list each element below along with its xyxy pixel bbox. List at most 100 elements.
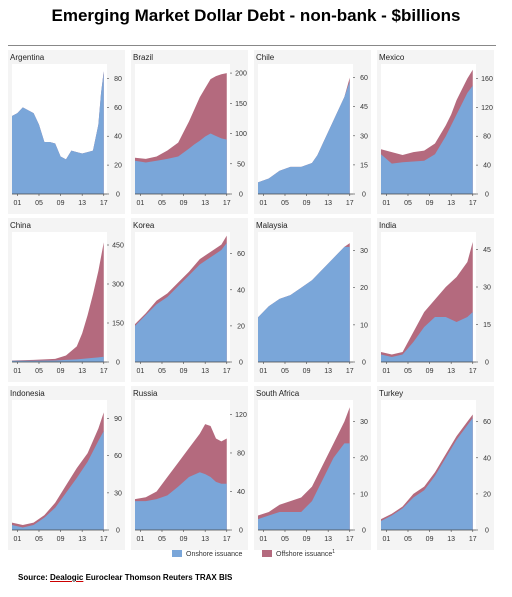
x-tick-label: 01 xyxy=(382,536,390,543)
y-tick-label: 45 xyxy=(360,104,368,111)
chart-panel-russia: Russia 0 40 80 120 01 05 09 13 17 xyxy=(131,386,248,550)
y-tick-label: 40 xyxy=(483,163,491,170)
chart-panel-brazil: Brazil 0 50 100 150 200 01 05 09 13 17 xyxy=(131,50,248,214)
y-tick-label: 50 xyxy=(237,161,245,168)
x-tick-label: 09 xyxy=(303,536,311,543)
chart-panel-chile: Chile 0 15 30 45 60 01 05 09 13 17 xyxy=(254,50,371,214)
y-tick-label: 0 xyxy=(362,528,366,535)
legend-superscript: 1 xyxy=(332,549,335,555)
y-tick-label: 40 xyxy=(237,287,245,294)
x-tick-label: 17 xyxy=(100,200,108,207)
x-tick-label: 17 xyxy=(100,368,108,375)
page-title: Emerging Market Dollar Debt - non-bank -… xyxy=(51,6,461,25)
onshore-area xyxy=(381,418,473,530)
y-tick-label: 0 xyxy=(116,528,120,535)
onshore-area xyxy=(135,133,227,194)
source-prefix: Source: xyxy=(18,573,51,582)
y-tick-label: 300 xyxy=(112,282,124,289)
x-tick-label: 05 xyxy=(281,536,289,543)
y-tick-label: 10 xyxy=(360,491,368,498)
y-tick-label: 80 xyxy=(237,450,245,457)
chart-panel-south-africa: South Africa 0 10 20 30 01 05 09 13 17 xyxy=(254,386,371,550)
y-tick-label: 120 xyxy=(235,412,247,419)
x-tick-label: 17 xyxy=(223,368,231,375)
onshore-area xyxy=(135,242,227,362)
y-tick-label: 0 xyxy=(116,360,120,367)
x-tick-label: 09 xyxy=(57,200,65,207)
y-tick-label: 30 xyxy=(360,248,368,255)
x-tick-label: 13 xyxy=(324,368,332,375)
y-tick-label: 150 xyxy=(112,321,124,328)
y-tick-label: 10 xyxy=(360,322,368,329)
y-tick-label: 100 xyxy=(235,131,247,138)
x-tick-label: 13 xyxy=(78,536,86,543)
x-tick-label: 17 xyxy=(469,200,477,207)
chart-panel-china: China 0 150 300 450 01 05 09 13 17 xyxy=(8,218,125,382)
x-tick-label: 17 xyxy=(346,536,354,543)
onshore-area xyxy=(258,81,350,194)
x-tick-label: 05 xyxy=(35,200,43,207)
y-tick-label: 60 xyxy=(114,453,122,460)
y-tick-label: 60 xyxy=(114,105,122,112)
y-tick-label: 450 xyxy=(112,243,124,250)
chart-panel-indonesia: Indonesia 0 30 60 90 01 05 09 13 17 xyxy=(8,386,125,550)
y-tick-label: 40 xyxy=(114,134,122,141)
y-tick-label: 120 xyxy=(481,105,493,112)
x-tick-label: 01 xyxy=(13,536,21,543)
x-tick-label: 17 xyxy=(346,368,354,375)
x-tick-label: 09 xyxy=(303,200,311,207)
y-tick-label: 0 xyxy=(239,528,243,535)
y-tick-label: 60 xyxy=(237,251,245,258)
x-tick-label: 09 xyxy=(57,368,65,375)
x-tick-label: 09 xyxy=(57,536,65,543)
x-tick-label: 01 xyxy=(382,368,390,375)
x-tick-label: 09 xyxy=(426,200,434,207)
x-tick-label: 01 xyxy=(13,368,21,375)
x-tick-label: 09 xyxy=(426,368,434,375)
y-tick-label: 0 xyxy=(116,192,120,199)
x-tick-label: 05 xyxy=(404,368,412,375)
x-tick-label: 13 xyxy=(447,200,455,207)
x-tick-label: 05 xyxy=(158,200,166,207)
x-tick-label: 17 xyxy=(469,368,477,375)
panel-title: Malaysia xyxy=(256,221,288,230)
x-tick-label: 13 xyxy=(201,368,209,375)
panel-title: Korea xyxy=(133,221,155,230)
y-tick-label: 30 xyxy=(360,133,368,140)
y-tick-label: 0 xyxy=(485,528,489,535)
y-tick-label: 30 xyxy=(483,285,491,292)
source-dealogic: Dealogic xyxy=(50,573,84,582)
panel-title: Mexico xyxy=(379,53,405,62)
x-tick-label: 09 xyxy=(180,536,188,543)
onshore-area xyxy=(258,246,350,362)
x-tick-label: 05 xyxy=(158,536,166,543)
x-tick-label: 13 xyxy=(447,536,455,543)
x-tick-label: 09 xyxy=(180,368,188,375)
y-tick-label: 0 xyxy=(362,192,366,199)
x-tick-label: 01 xyxy=(259,200,267,207)
chart-panel-malaysia: Malaysia 0 10 20 30 01 05 09 13 17 xyxy=(254,218,371,382)
x-tick-label: 01 xyxy=(259,368,267,375)
x-tick-label: 05 xyxy=(281,200,289,207)
x-tick-label: 01 xyxy=(259,536,267,543)
x-tick-label: 17 xyxy=(223,200,231,207)
y-tick-label: 20 xyxy=(483,491,491,498)
legend-label: Offshore issuance1 xyxy=(276,549,335,558)
x-tick-label: 13 xyxy=(324,200,332,207)
onshore-area xyxy=(258,443,350,530)
panel-title: Russia xyxy=(133,389,158,398)
y-tick-label: 90 xyxy=(114,416,122,423)
y-tick-label: 0 xyxy=(239,192,243,199)
y-tick-label: 0 xyxy=(485,192,489,199)
chart-panel-turkey: Turkey 0 20 40 60 01 05 09 13 17 xyxy=(377,386,494,550)
chart-panel-india: India 0 15 30 45 01 05 09 13 17 xyxy=(377,218,494,382)
panel-title: Brazil xyxy=(133,53,153,62)
legend-label: Onshore issuance xyxy=(186,551,243,558)
source-note: Source: Dealogic Euroclear Thomson Reute… xyxy=(18,573,232,582)
top-rule xyxy=(8,45,496,46)
x-tick-label: 17 xyxy=(346,200,354,207)
x-tick-label: 17 xyxy=(100,536,108,543)
panel-title: Chile xyxy=(256,53,275,62)
panel-title: India xyxy=(379,221,397,230)
y-tick-label: 40 xyxy=(237,489,245,496)
